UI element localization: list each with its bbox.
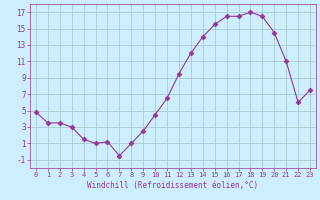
X-axis label: Windchill (Refroidissement éolien,°C): Windchill (Refroidissement éolien,°C) (87, 181, 259, 190)
